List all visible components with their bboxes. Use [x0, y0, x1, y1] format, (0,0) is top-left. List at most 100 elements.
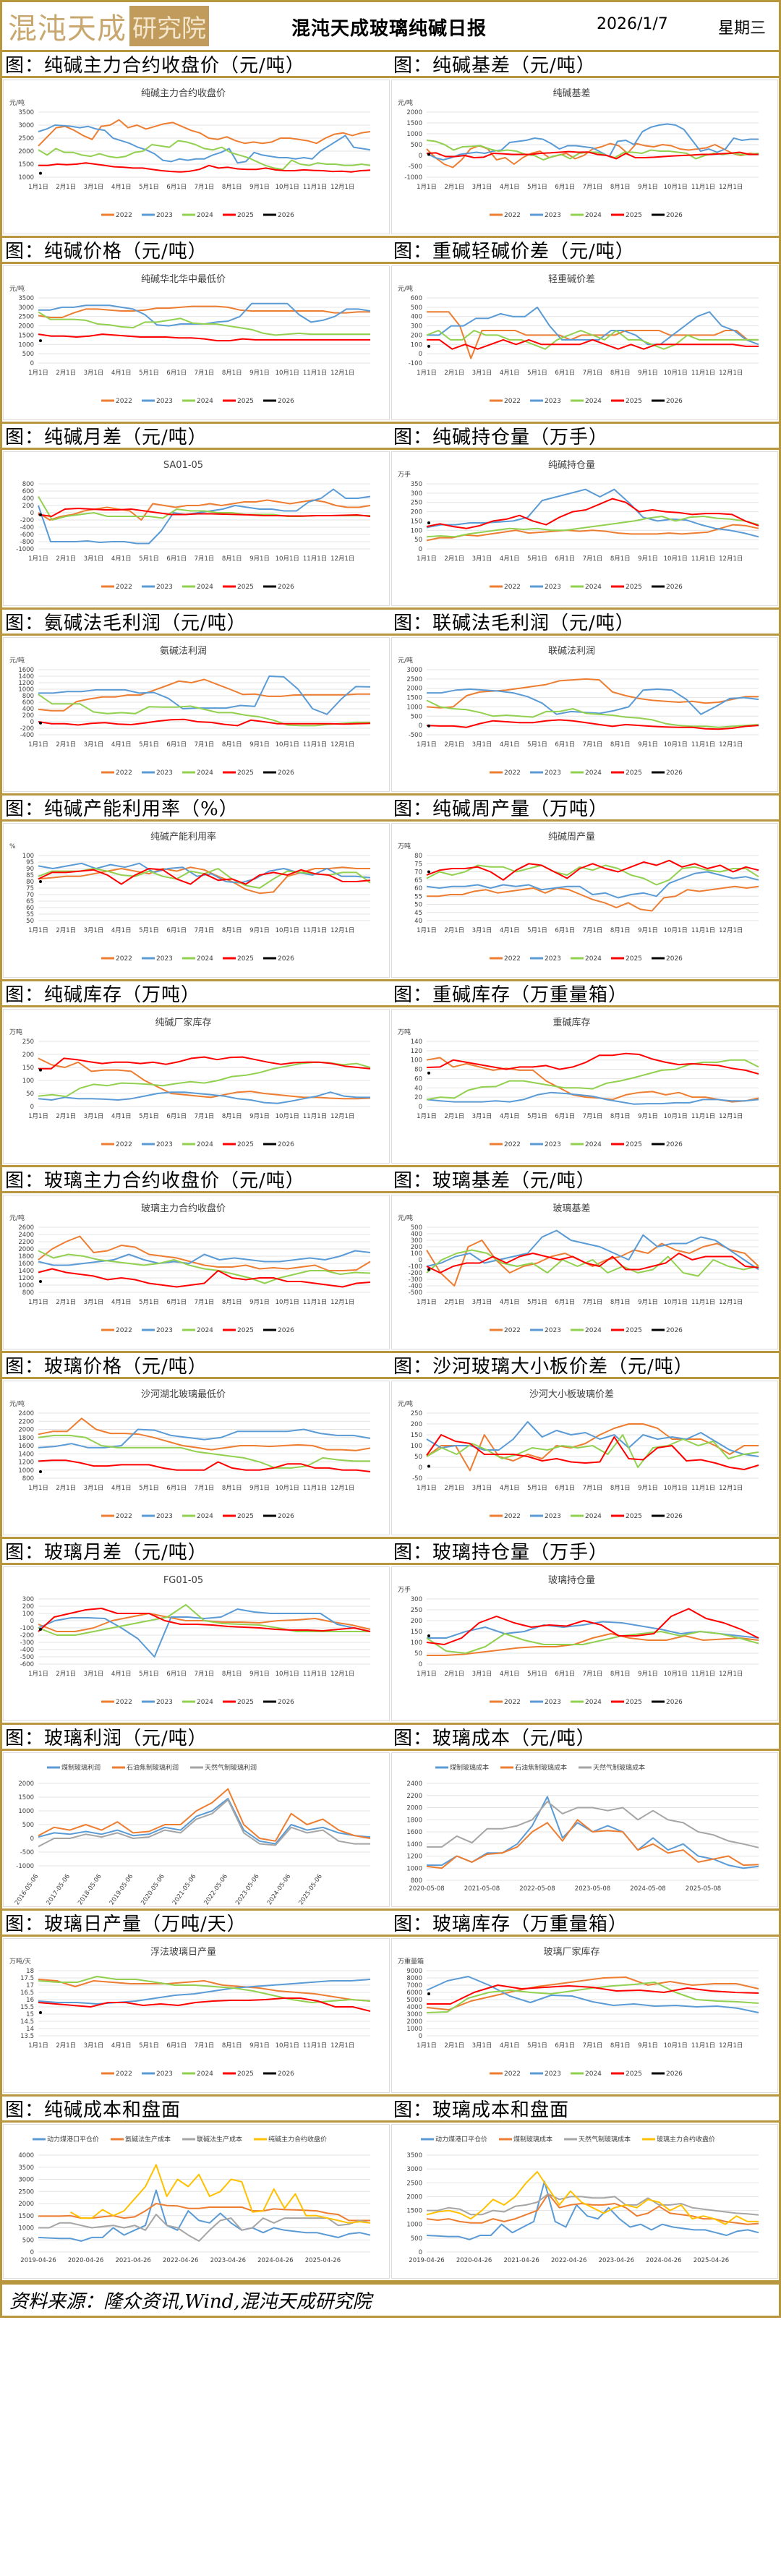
x-tick-label: 2月1日 — [444, 2042, 464, 2050]
y-tick-label: -400 — [20, 1647, 34, 1654]
y-tick-label: 1500 — [406, 2208, 422, 2215]
series-line-2025 — [426, 150, 759, 160]
x-tick-label: 4月1日 — [500, 1485, 520, 1492]
y-tick-label: -1000 — [16, 1863, 34, 1870]
x-tick-label: 4月1日 — [111, 1671, 132, 1678]
legend-item: 2024 — [571, 2070, 602, 2078]
series-line-2024 — [38, 140, 371, 171]
report-page: 混沌天成 研究院 混沌天成玻璃纯碱日报 2026/1/7 星期三 图：纯碱主力合… — [0, 0, 781, 2318]
y-tick-label: -500 — [409, 1289, 422, 1297]
y-tick-label: 1400 — [18, 1268, 34, 1275]
x-tick-label: 12月1日 — [330, 741, 354, 749]
chart-fg-daily-output: 浮法玻璃日产量万吨/天13.51414.51515.51616.51717.51… — [9, 1947, 371, 2078]
legend-label: 2026 — [278, 2070, 294, 2078]
y-tick-label: 150 — [411, 1629, 422, 1636]
y-tick-label: -400 — [20, 732, 34, 739]
y-tick-label: 1600 — [18, 1261, 34, 1268]
series-line-2023 — [426, 123, 759, 161]
x-tick-label: 4月1日 — [500, 1671, 520, 1678]
y-tick-label: 600 — [411, 295, 422, 302]
x-tick-label: 12月1日 — [330, 184, 354, 191]
x-tick-label: 6月1日 — [166, 1299, 187, 1306]
legend-item: 2022 — [101, 398, 132, 405]
y-tick-label: 500 — [411, 2235, 422, 2243]
chart-panel: 纯碱周产量 万吨 40 45 50 55 60 65 70 75 80 1月1日 2月1日 3月1日 4月1… — [391, 823, 778, 978]
legend-label: 2024 — [197, 1141, 213, 1148]
x-tick-label: 12月1日 — [719, 555, 743, 563]
y-tick-label: -200 — [20, 1632, 34, 1639]
series-line-天然气制玻璃成本 — [427, 2193, 759, 2216]
series-line-2024 — [426, 516, 759, 538]
chart-panel: 沙河大小板玻璃价差 元/吨 -50 0 50 100 150 200 250 1月1日 2月1日 3月… — [391, 1381, 778, 1535]
legend-label: 2022 — [504, 955, 521, 963]
x-tick-label: 8月1日 — [222, 1485, 242, 1492]
section-title-row: 图：玻璃利润（元/吨） 图：玻璃成本（元/吨） — [2, 1725, 779, 1751]
x-tick-label: 9月1日 — [638, 2042, 658, 2050]
legend-label: 2022 — [116, 1513, 132, 1520]
x-tick-label: 2024-04-26 — [646, 2257, 681, 2264]
series-line-2024 — [426, 1249, 759, 1277]
x-tick-label: 11月1日 — [691, 184, 715, 191]
x-tick-label: 5月1日 — [527, 1113, 547, 1120]
chart-panel: 浮法玻璃日产量 万吨/天 13.5 14 14.5 15 15.5 16 16.5 17 17.5 1… — [3, 1938, 390, 2093]
x-tick-label: 4月1日 — [500, 927, 520, 934]
y-tick-label: 200 — [411, 509, 422, 516]
x-tick-label: 12月1日 — [330, 1485, 354, 1492]
y-tick-label: 400 — [22, 495, 34, 503]
legend-item: 纯碱主力合约收盘价 — [254, 2135, 327, 2144]
series-line-2025 — [38, 868, 371, 885]
y-tick-label: 0 — [30, 1835, 34, 1843]
x-tick-label: 11月1日 — [691, 1485, 715, 1492]
y-tick-label: -500 — [20, 1654, 34, 1661]
x-tick-label: 3月1日 — [472, 1485, 492, 1492]
series-point-2026 — [39, 1068, 42, 1072]
legend-label: 2026 — [666, 1699, 683, 1706]
chart-panel: 联碱法利润 元/吨 -500 0 500 1000 1500 2000 2500 3000 1月1日… — [391, 637, 778, 792]
legend-item: 2025 — [611, 1327, 642, 1334]
x-tick-label: 2019-04-26 — [20, 2257, 56, 2264]
section-title-row: 图：纯碱库存（万吨） 图：重碱库存（万重量箱） — [2, 981, 779, 1007]
legend-label: 2023 — [156, 955, 173, 963]
legend-item: 2025 — [611, 584, 642, 591]
legend-label: 2023 — [545, 1327, 561, 1334]
x-tick-label: 3月1日 — [472, 927, 492, 934]
y-axis-unit: 万手 — [398, 1585, 411, 1594]
x-tick-label: 9月1日 — [638, 555, 658, 563]
y-tick-label: 800 — [22, 693, 34, 700]
chart-title: SA01-05 — [163, 460, 203, 471]
y-tick-label: 2500 — [18, 314, 34, 321]
x-tick-label: 6月1日 — [555, 1671, 575, 1678]
x-tick-label: 2月1日 — [56, 2042, 76, 2050]
legend-label: 2023 — [545, 1699, 561, 1706]
x-tick-label: 8月1日 — [222, 2042, 242, 2050]
chart-title: 纯碱持仓量 — [548, 460, 595, 471]
y-tick-label: 500 — [411, 1224, 422, 1232]
legend-item: 2026 — [263, 955, 294, 963]
legend-item: 2022 — [490, 1141, 521, 1148]
legend-label: 2026 — [666, 398, 683, 405]
x-tick-label: 10月1日 — [276, 741, 299, 749]
x-tick-label: 5月1日 — [527, 1299, 547, 1306]
y-tick-label: 800 — [22, 1475, 34, 1483]
series-line-石油焦制玻璃成本 — [426, 1819, 759, 1869]
x-tick-label: 9月1日 — [249, 1299, 270, 1306]
legend-item: 2025 — [223, 584, 254, 591]
legend-item: 2024 — [571, 584, 602, 591]
y-tick-label: 1000 — [406, 704, 422, 711]
chart-row: SA01-05 -1000 -800 -600 -400 -200 0 200 400 600 80… — [2, 450, 779, 610]
legend-item: 天然气制玻璃成本 — [564, 2135, 631, 2144]
source-footer: 资料来源：隆众资讯,Wind,混沌天成研究院 — [2, 2282, 779, 2316]
y-tick-label: 150 — [411, 518, 422, 525]
legend-label: 2024 — [585, 1513, 602, 1520]
legend-label: 2026 — [666, 2070, 683, 2078]
legend-item: 2022 — [101, 769, 132, 777]
series-line-2025 — [426, 1052, 759, 1075]
x-tick-label: 9月1日 — [249, 927, 270, 934]
legend-label: 石油焦制玻璃利润 — [127, 1763, 179, 1772]
chart-panel: FG01-05 -600 -500 -400 -300 -200 -100 0 100 200 30… — [3, 1566, 390, 1721]
x-tick-label: 6月1日 — [555, 927, 575, 934]
y-tick-label: 1200 — [18, 680, 34, 687]
